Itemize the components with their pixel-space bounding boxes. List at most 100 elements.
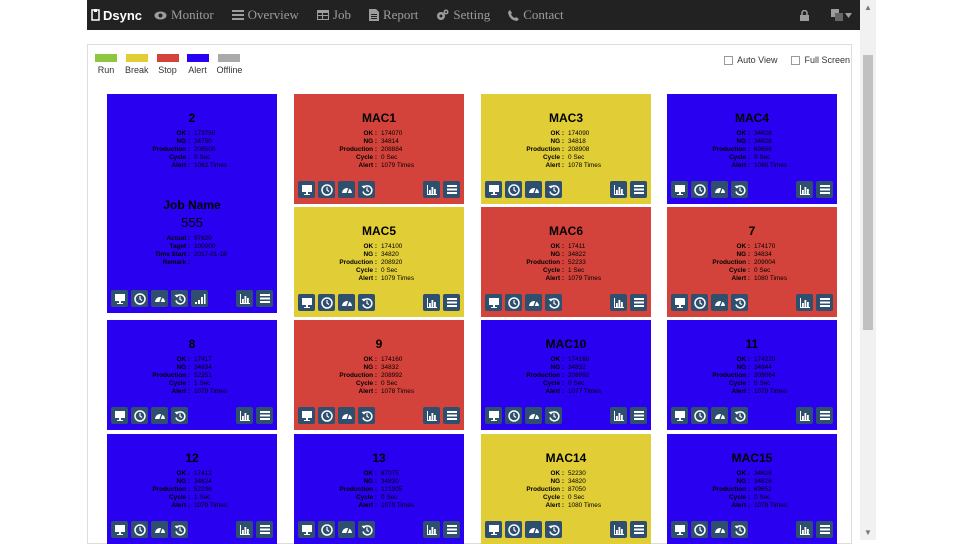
machine-card[interactable]: MAC3 OK :174090 NG :34818 Production :20890…: [481, 94, 651, 204]
list-button[interactable]: [443, 407, 460, 424]
bar-chart-button[interactable]: [796, 294, 813, 311]
monitor-button[interactable]: [671, 521, 688, 538]
dashboard-gauge-button[interactable]: [711, 407, 728, 424]
signal-bars-button[interactable]: [191, 290, 208, 307]
list-button[interactable]: [816, 294, 833, 311]
machine-card[interactable]: MAC10 OK :174160 NG :34832 Production :2089…: [481, 320, 651, 430]
monitor-button[interactable]: [485, 181, 502, 198]
clock-button[interactable]: [318, 294, 335, 311]
monitor-button[interactable]: [298, 181, 315, 198]
clock-button[interactable]: [691, 521, 708, 538]
machine-card[interactable]: 11 OK :174220 NG :34844 Production :209064 C…: [667, 320, 837, 430]
full-screen-checkbox[interactable]: Full Screen: [791, 55, 850, 65]
monitor-button[interactable]: [111, 521, 128, 538]
bar-chart-button[interactable]: [423, 521, 440, 538]
clock-button[interactable]: [318, 407, 335, 424]
dashboard-gauge-button[interactable]: [151, 290, 168, 307]
history-button[interactable]: [545, 407, 562, 424]
list-button[interactable]: [816, 407, 833, 424]
monitor-button[interactable]: [671, 407, 688, 424]
dashboard-gauge-button[interactable]: [711, 181, 728, 198]
history-button[interactable]: [171, 290, 188, 307]
bar-chart-button[interactable]: [610, 407, 627, 424]
dashboard-gauge-button[interactable]: [525, 294, 542, 311]
bar-chart-button[interactable]: [423, 294, 440, 311]
monitor-button[interactable]: [671, 181, 688, 198]
nav-contact[interactable]: Contact: [508, 7, 564, 23]
dashboard-gauge-button[interactable]: [711, 521, 728, 538]
clock-button[interactable]: [505, 521, 522, 538]
history-button[interactable]: [731, 407, 748, 424]
list-button[interactable]: [256, 521, 273, 538]
history-button[interactable]: [731, 294, 748, 311]
clock-button[interactable]: [131, 290, 148, 307]
history-button[interactable]: [545, 294, 562, 311]
monitor-button[interactable]: [298, 521, 315, 538]
machine-card[interactable]: 13 OK :87075 NG :34830 Production :121905 Cy…: [294, 434, 464, 544]
clock-button[interactable]: [505, 407, 522, 424]
monitor-button[interactable]: [111, 407, 128, 424]
dashboard-gauge-button[interactable]: [338, 521, 355, 538]
history-button[interactable]: [545, 181, 562, 198]
dashboard-gauge-button[interactable]: [711, 294, 728, 311]
auto-view-checkbox[interactable]: Auto View: [724, 55, 777, 65]
nav-job[interactable]: Job: [316, 7, 351, 23]
scroll-up-arrow-icon[interactable]: ▲: [864, 3, 872, 12]
list-button[interactable]: [443, 181, 460, 198]
history-button[interactable]: [731, 181, 748, 198]
clock-button[interactable]: [318, 181, 335, 198]
clock-button[interactable]: [131, 521, 148, 538]
clock-button[interactable]: [318, 521, 335, 538]
history-button[interactable]: [731, 521, 748, 538]
bar-chart-button[interactable]: [610, 181, 627, 198]
clock-button[interactable]: [505, 181, 522, 198]
auto-view-box[interactable]: [724, 55, 734, 65]
bar-chart-button[interactable]: [423, 407, 440, 424]
clock-button[interactable]: [691, 407, 708, 424]
list-button[interactable]: [256, 407, 273, 424]
clock-button[interactable]: [691, 294, 708, 311]
history-button[interactable]: [545, 521, 562, 538]
bar-chart-button[interactable]: [423, 181, 440, 198]
machine-card[interactable]: 7 OK :174170 NG :34834 Production :209004 Cy…: [667, 207, 837, 317]
monitor-button[interactable]: [671, 294, 688, 311]
bar-chart-button[interactable]: [796, 407, 813, 424]
dashboard-gauge-button[interactable]: [525, 181, 542, 198]
page-scrollbar[interactable]: ▲ ▼: [860, 0, 876, 540]
bar-chart-button[interactable]: [610, 521, 627, 538]
dashboard-gauge-button[interactable]: [151, 521, 168, 538]
machine-card[interactable]: 9 OK :174160 NG :34832 Production :208992 Cy…: [294, 320, 464, 430]
list-button[interactable]: [630, 294, 647, 311]
clock-button[interactable]: [505, 294, 522, 311]
bar-chart-button[interactable]: [236, 290, 253, 307]
list-button[interactable]: [256, 290, 273, 307]
list-button[interactable]: [816, 181, 833, 198]
nav-overview[interactable]: Overview: [231, 7, 299, 23]
history-button[interactable]: [358, 521, 375, 538]
machine-card[interactable]: MAC4 OK :34828 NG :34828 Production :69656 C…: [667, 94, 837, 204]
full-screen-box[interactable]: [791, 55, 801, 65]
dashboard-gauge-button[interactable]: [525, 407, 542, 424]
machine-card[interactable]: MAC6 OK :17411 NG :34822 Production :52233 C…: [481, 207, 651, 317]
monitor-button[interactable]: [485, 294, 502, 311]
history-button[interactable]: [358, 407, 375, 424]
dashboard-gauge-button[interactable]: [151, 407, 168, 424]
dashboard-gauge-button[interactable]: [525, 521, 542, 538]
history-button[interactable]: [171, 407, 188, 424]
list-button[interactable]: [630, 181, 647, 198]
bar-chart-button[interactable]: [796, 521, 813, 538]
dashboard-gauge-button[interactable]: [338, 181, 355, 198]
dashboard-gauge-button[interactable]: [338, 407, 355, 424]
nav-report[interactable]: Report: [368, 7, 418, 23]
bar-chart-button[interactable]: [796, 181, 813, 198]
machine-card[interactable]: MAC1 OK :174070 NG :34814 Production :20888…: [294, 94, 464, 204]
monitor-button[interactable]: [485, 521, 502, 538]
bar-chart-button[interactable]: [610, 294, 627, 311]
history-button[interactable]: [358, 181, 375, 198]
monitor-button[interactable]: [485, 407, 502, 424]
list-button[interactable]: [630, 407, 647, 424]
nav-monitor[interactable]: Monitor: [154, 7, 214, 23]
bar-chart-button[interactable]: [236, 407, 253, 424]
list-button[interactable]: [443, 521, 460, 538]
clock-button[interactable]: [691, 181, 708, 198]
